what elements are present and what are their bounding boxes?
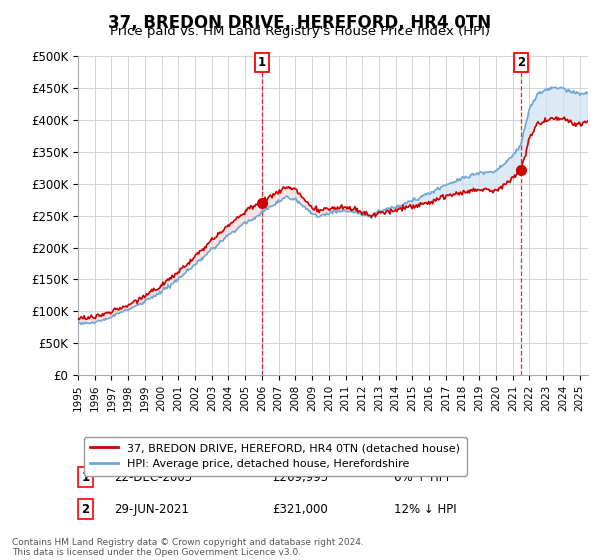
Text: 37, BREDON DRIVE, HEREFORD, HR4 0TN: 37, BREDON DRIVE, HEREFORD, HR4 0TN <box>109 14 491 32</box>
Text: 29-JUN-2021: 29-JUN-2021 <box>114 503 188 516</box>
Text: £321,000: £321,000 <box>272 503 328 516</box>
Text: 6% ↑ HPI: 6% ↑ HPI <box>394 471 449 484</box>
Text: Price paid vs. HM Land Registry's House Price Index (HPI): Price paid vs. HM Land Registry's House … <box>110 25 490 38</box>
Text: 2: 2 <box>517 56 525 69</box>
Text: 2: 2 <box>82 503 90 516</box>
Text: 22-DEC-2005: 22-DEC-2005 <box>114 471 192 484</box>
Legend: 37, BREDON DRIVE, HEREFORD, HR4 0TN (detached house), HPI: Average price, detach: 37, BREDON DRIVE, HEREFORD, HR4 0TN (det… <box>83 437 467 475</box>
Text: 1: 1 <box>82 471 90 484</box>
Text: Contains HM Land Registry data © Crown copyright and database right 2024.
This d: Contains HM Land Registry data © Crown c… <box>12 538 364 557</box>
Text: 12% ↓ HPI: 12% ↓ HPI <box>394 503 457 516</box>
Text: 1: 1 <box>257 56 266 69</box>
Text: £269,995: £269,995 <box>272 471 328 484</box>
